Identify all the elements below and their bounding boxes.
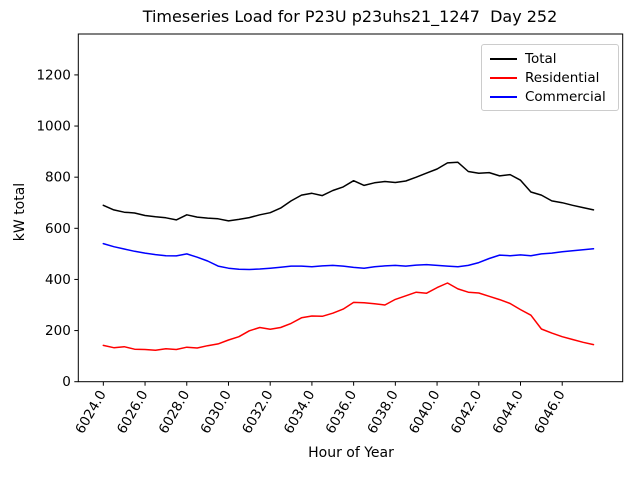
series-line-total (102, 161, 595, 222)
x-tick-label: 6046.0 (531, 388, 568, 437)
legend-label: Residential (525, 69, 600, 86)
x-tick-label: 6042.0 (448, 388, 485, 437)
x-axis-label: Hour of Year (308, 445, 394, 461)
y-tick-label: 1200 (36, 67, 70, 83)
legend-swatch-residential (490, 76, 517, 79)
legend-label: Commercial (525, 88, 606, 105)
x-tick-label: 6034.0 (281, 388, 318, 437)
x-tick-label: 6026.0 (114, 388, 151, 437)
legend-swatch-total (490, 57, 517, 60)
axes-spines (77, 33, 624, 383)
legend-label: Total (525, 50, 557, 67)
y-tick-label: 400 (45, 272, 71, 288)
series-line-residential (102, 282, 595, 352)
legend-entry-residential: Residential (490, 68, 614, 87)
y-tick-label: 0 (62, 374, 71, 390)
x-tick-label: 6036.0 (323, 388, 360, 437)
x-tick-label: 6024.0 (72, 388, 109, 437)
x-tick-label: 6038.0 (364, 388, 401, 437)
y-axis-label: kW total (12, 182, 28, 242)
y-tick-label: 200 (45, 323, 71, 339)
y-tick-label: 600 (45, 221, 71, 237)
legend-entry-total: Total (490, 49, 614, 68)
legend-entry-commercial: Commercial (490, 87, 614, 106)
legend-swatch-commercial (490, 95, 517, 98)
y-tick-label: 800 (45, 170, 71, 186)
series-line-commercial (102, 242, 595, 271)
x-tick-label: 6030.0 (197, 388, 234, 437)
x-tick-label: 6040.0 (406, 388, 443, 437)
x-tick-label: 6044.0 (489, 388, 526, 437)
chart-title: Timeseries Load for P23U p23uhs21_1247 D… (142, 7, 558, 26)
x-tick-label: 6032.0 (239, 388, 276, 437)
legend: Total Residential Commercial (481, 44, 619, 111)
y-tick-label: 1000 (36, 119, 70, 135)
x-tick-label: 6028.0 (156, 388, 193, 437)
